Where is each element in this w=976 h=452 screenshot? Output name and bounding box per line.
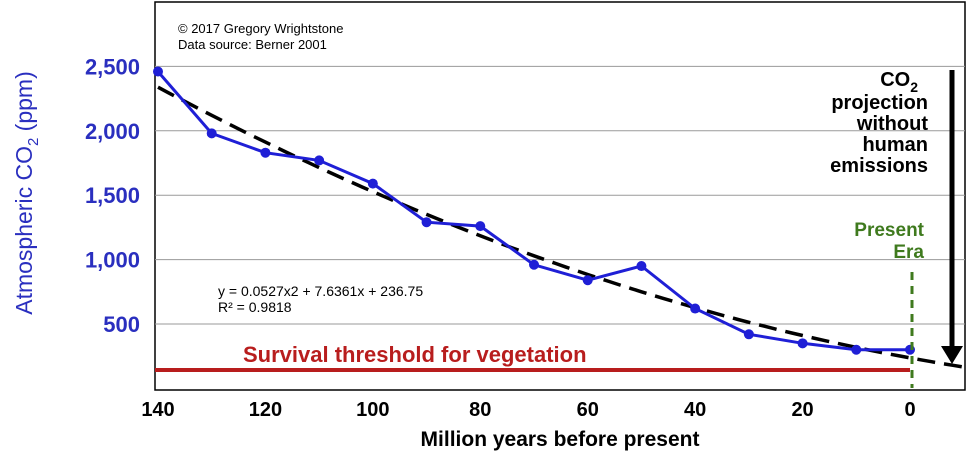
trend-equation: y = 0.0527x2 + 7.6361x + 236.75	[218, 283, 423, 299]
data-point	[314, 155, 325, 166]
data-point	[582, 275, 593, 286]
data-point	[743, 329, 754, 340]
data-point	[475, 221, 486, 232]
x-tick-label: 140	[141, 399, 174, 421]
present-era-label-1: Present	[854, 220, 924, 241]
projection-arrow-head	[941, 346, 963, 364]
projection-line-1: CO2	[880, 69, 918, 95]
present-era-label-2: Era	[893, 242, 924, 263]
trend-r2: R² = 0.9818	[218, 299, 292, 315]
x-tick-label: 60	[577, 399, 599, 421]
x-tick-label: 80	[469, 399, 491, 421]
projection-line-3: without	[856, 113, 928, 135]
plot-area	[154, 1, 966, 391]
y-tick-label: 2,000	[85, 119, 140, 144]
data-point	[851, 344, 862, 355]
y-tick-labels: 500 1,000 1,500 2,000 2,500	[85, 54, 140, 337]
source-text: Data source: Berner 2001	[178, 37, 327, 52]
data-point	[690, 303, 701, 314]
x-tick-label: 40	[684, 399, 706, 421]
y-tick-label: 500	[103, 312, 140, 337]
y-tick-label: 2,500	[85, 54, 140, 79]
credit-text: © 2017 Gregory Wrightstone	[178, 21, 343, 36]
data-point	[797, 338, 808, 349]
data-point	[153, 66, 163, 77]
x-tick-label: 20	[791, 399, 813, 421]
y-tick-label: 1,500	[85, 183, 140, 208]
projection-line-4: human	[862, 134, 928, 156]
y-tick-label: 1,000	[85, 248, 140, 273]
data-point	[529, 259, 539, 270]
data-point	[421, 217, 432, 228]
series-points	[153, 66, 915, 355]
x-tick-label: 120	[249, 399, 282, 421]
data-point	[260, 147, 271, 158]
threshold-label: Survival threshold for vegetation	[243, 342, 587, 367]
y-axis-label: Atmospheric CO2 (ppm)	[11, 71, 42, 315]
gridlines	[155, 65, 965, 325]
data-point	[367, 178, 378, 189]
projection-line-2: projection	[831, 92, 928, 114]
x-axis-label: Million years before present	[421, 428, 700, 451]
data-point	[206, 128, 217, 139]
data-point	[636, 261, 647, 272]
x-tick-label: 0	[904, 399, 915, 421]
x-tick-label: 100	[356, 399, 389, 421]
x-tick-labels: 140 120 100 80 60 40 20 0	[141, 399, 915, 421]
projection-line-5: emissions	[830, 155, 928, 177]
